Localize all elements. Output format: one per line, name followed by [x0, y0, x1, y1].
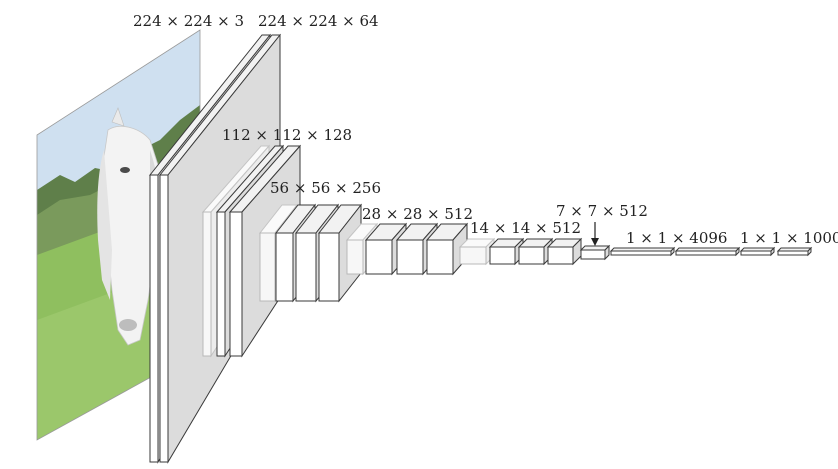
fc2-bar-2-front: [777, 250, 809, 256]
pool5-block-top: [579, 245, 611, 251]
label-fc1: 1 × 1 × 4096: [626, 229, 727, 247]
layer-blocks: [148, 33, 813, 464]
conv3-block-3-front: [295, 232, 317, 302]
conv2-slab-2-front: [216, 211, 226, 357]
label-conv5: 14 × 14 × 512: [470, 219, 581, 237]
conv4-block-1-front: [346, 239, 364, 275]
conv4-block-2-front: [365, 239, 393, 275]
conv5-block-2: [488, 237, 525, 266]
conv1-slab-1-front: [149, 174, 159, 463]
conv4-block-4-front: [426, 239, 454, 275]
pool5-arrow: [591, 222, 599, 246]
conv2-slab-1-front: [202, 211, 212, 357]
conv3-block-4-front: [318, 232, 340, 302]
conv2-slab-3-front: [229, 211, 243, 357]
conv5-block-4-front: [547, 246, 574, 265]
fc2-bar-1: [739, 246, 776, 257]
label-conv1: 224 × 224 × 64: [258, 12, 379, 30]
fc2-bar-2: [776, 246, 813, 257]
conv1-slab-2-front: [159, 174, 169, 463]
conv3-block-1-front: [259, 232, 276, 302]
conv5-block-3-front: [518, 246, 545, 265]
conv4-block-4: [425, 222, 469, 276]
fc1-bar-1-front: [610, 250, 672, 256]
conv4-block-3-front: [396, 239, 424, 275]
label-conv2: 112 × 112 × 128: [222, 126, 352, 144]
label-conv3: 56 × 56 × 256: [270, 179, 381, 197]
label-fc2: 1 × 1 × 1000: [740, 229, 838, 247]
conv5-block-4: [546, 237, 583, 266]
label-conv4: 28 × 28 × 512: [362, 205, 473, 223]
fc2-bar-1-front: [740, 250, 772, 256]
fc1-bar-2-front: [675, 250, 737, 256]
pool5-block-front: [580, 249, 606, 260]
fc1-bar-2: [674, 246, 741, 257]
conv3-block-2-front: [275, 232, 294, 302]
label-input: 224 × 224 × 3: [133, 12, 244, 30]
fc1-bar-1: [609, 246, 676, 257]
label-pool5: 7 × 7 × 512: [556, 202, 648, 220]
conv5-block-3: [517, 237, 554, 266]
conv5-block-1: [458, 237, 496, 266]
conv5-block-2-front: [489, 246, 516, 265]
pool5-block: [579, 244, 611, 261]
conv5-block-1-front: [459, 246, 487, 265]
